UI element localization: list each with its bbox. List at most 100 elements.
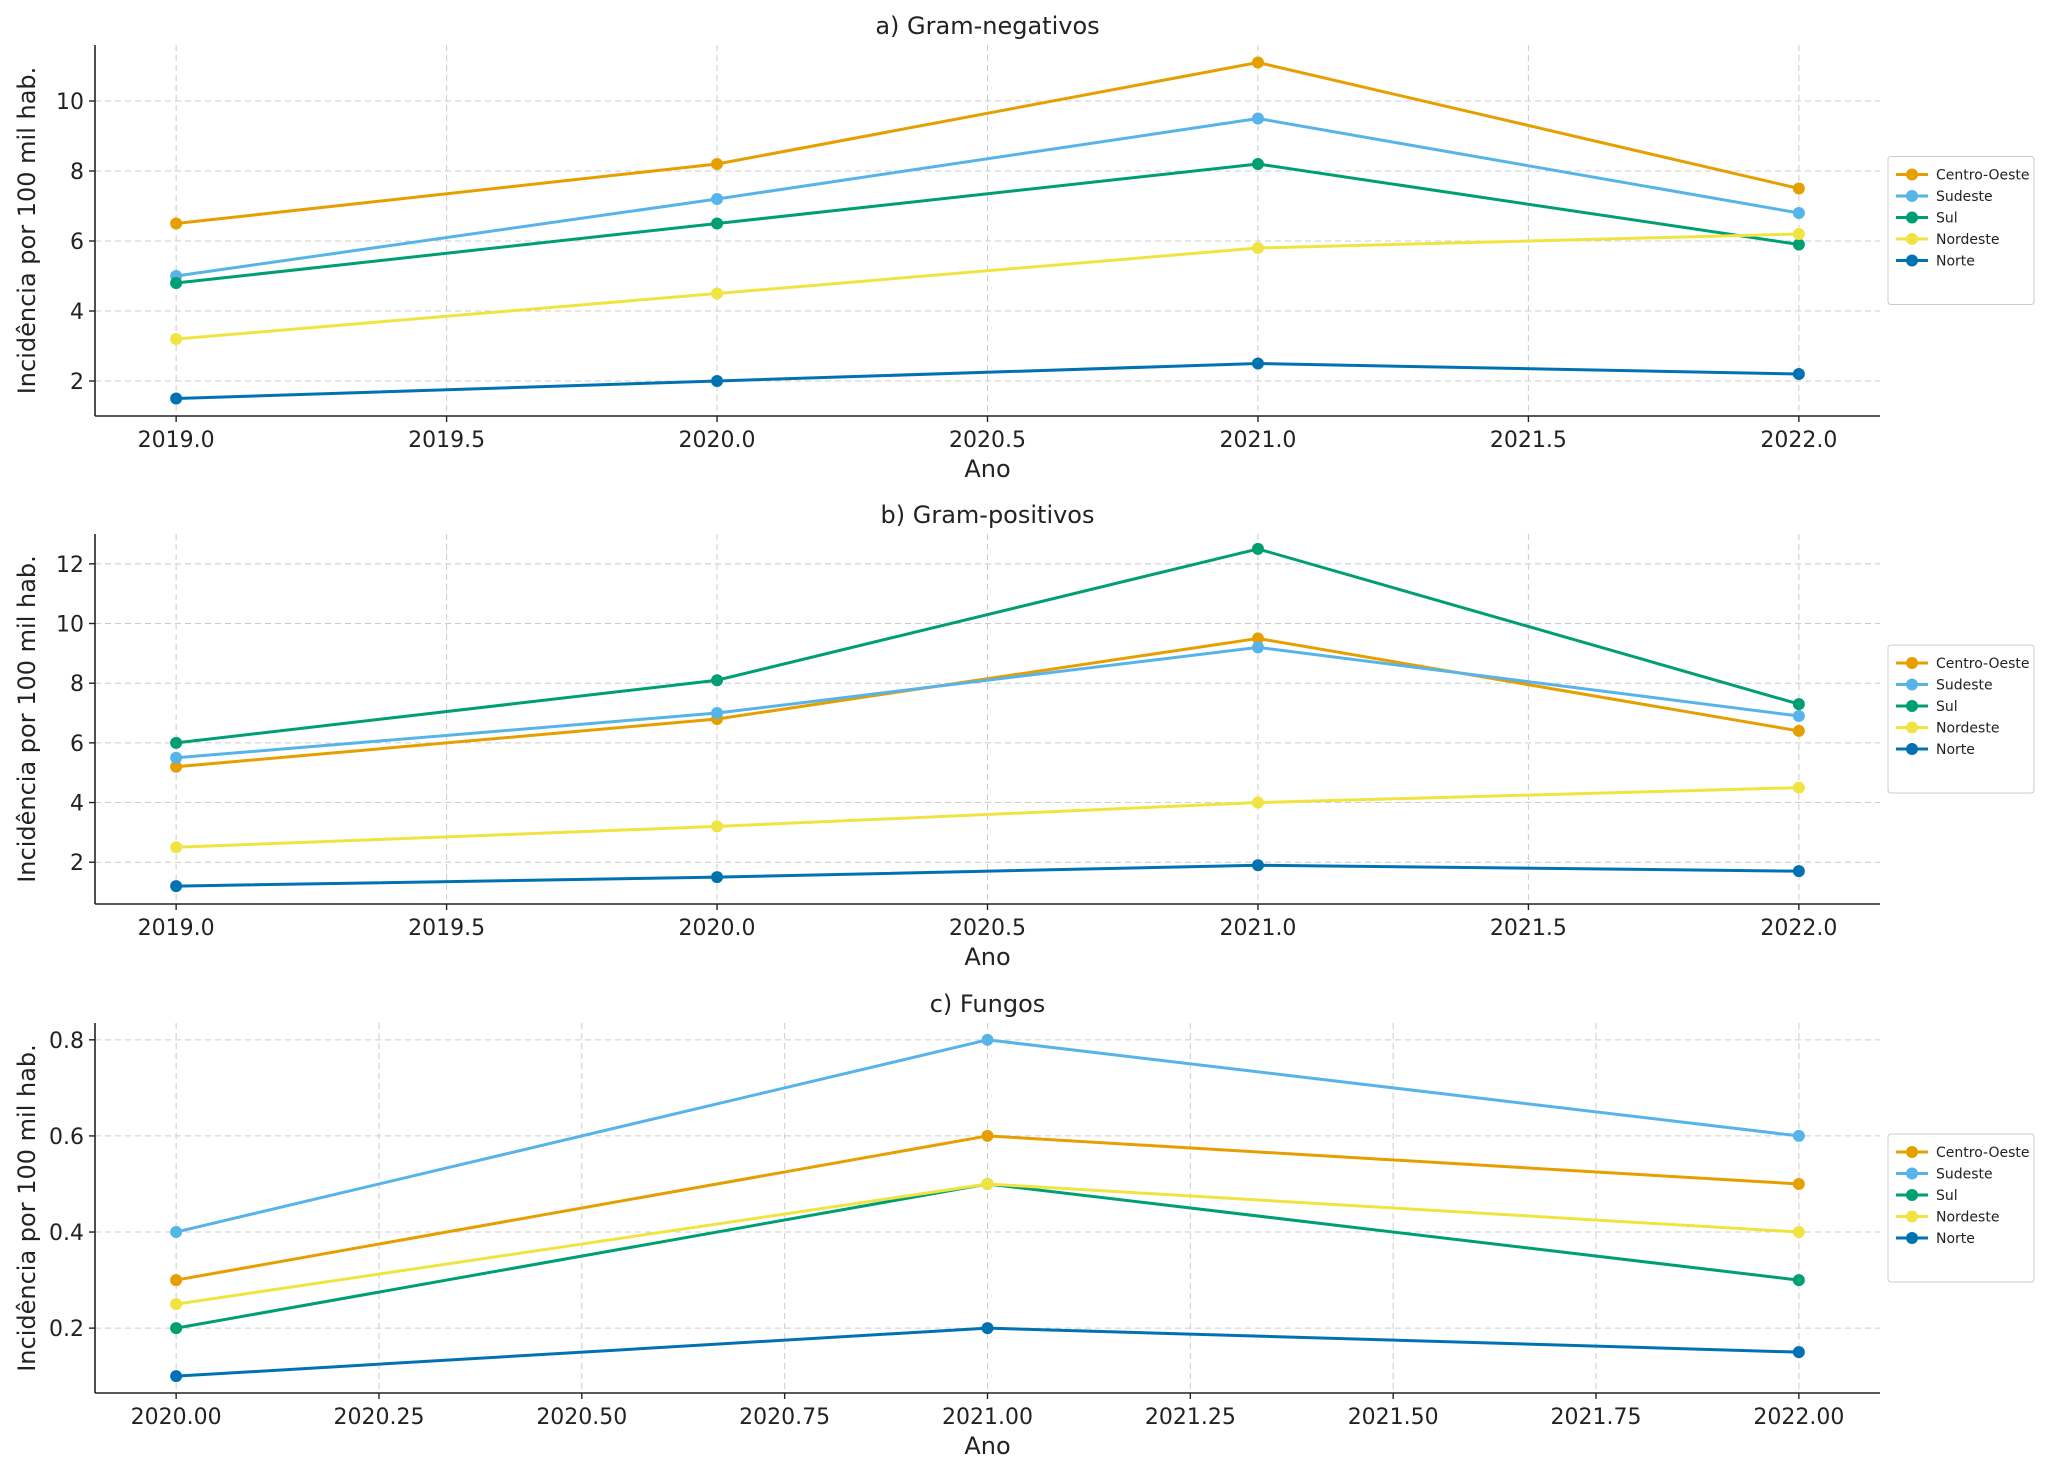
chart-panel-2: 2019.0 2019.5 2020.0 2020.5 2021.0 2021.5 2022… [13,501,2035,971]
data-point [170,751,183,764]
y-tick-label: 2 [70,370,84,395]
data-point [1251,796,1264,809]
legend-label: Nordeste [1936,721,1999,737]
data-point [170,841,183,854]
data-point [1251,56,1264,69]
x-axis-label: Ano [964,943,1010,971]
series-line [174,232,1801,341]
legend-label: Sul [1936,211,1958,227]
legend-marker [1906,168,1918,181]
series-line [174,362,1801,400]
data-point [1251,158,1264,170]
x-tick-label: 2021.5 [1490,916,1567,941]
data-point [981,1129,994,1142]
data-point [1792,698,1805,711]
x-tick-label: 2019.5 [408,428,485,453]
x-tick-label: 2019.0 [138,916,215,941]
data-point [711,871,724,884]
data-point [1251,542,1264,555]
data-point [1251,242,1264,254]
x-axis-label: Ano [964,1432,1010,1460]
data-point [170,760,183,773]
x-tick-label: 2020.5 [949,916,1026,941]
y-axis-label: Incidência por 100 mil hab. [13,555,41,883]
legend-marker [1906,1232,1918,1244]
data-point [170,1370,183,1383]
y-tick-label: 12 [56,553,84,578]
x-tick-label: 2020.0 [679,428,756,453]
data-point [711,158,724,170]
legend-label: Norte [1936,254,1975,270]
data-point [170,1226,183,1239]
legend-label: Norte [1936,1231,1975,1247]
data-point [170,736,183,749]
data-point [711,674,724,687]
data-point [1251,859,1264,872]
legend-label: Centro-Oeste [1936,656,2030,672]
series-line [174,786,1801,849]
data-point [1251,357,1264,370]
data-point [170,1298,183,1311]
legend-box [1887,644,2035,794]
y-tick-label: 0.4 [49,1221,84,1246]
data-point [981,1322,994,1335]
legend-marker [1906,657,1918,669]
data-point [981,1177,994,1190]
x-tick-label: 2019.5 [408,916,485,941]
y-tick-label: 0.8 [49,1029,84,1054]
x-tick-label: 2022.0 [1760,916,1837,941]
legend-marker [1906,743,1918,755]
data-point [1792,781,1805,794]
legend-marker [1906,1210,1918,1223]
legend-marker [1906,1146,1918,1158]
x-tick-label: 2022.0 [1760,428,1837,453]
x-tick-label: 2021.5 [1490,428,1567,453]
y-tick-label: 10 [56,613,84,638]
legend-label: Sudeste [1936,1167,1993,1183]
y-tick-label: 10 [56,90,84,115]
y-tick-label: 8 [70,160,84,185]
legend-label: Nordeste [1936,232,1999,248]
data-point [1792,228,1805,240]
series-line [174,117,1801,278]
x-tick-label: 2020.75 [739,1405,830,1430]
data-point [1792,238,1805,251]
x-axis-label: Ano [964,455,1010,483]
chart-title: a) Gram-negativos [875,12,1099,40]
y-axis-label: Incidência por 100 mil hab. [13,1044,41,1372]
legend-label: Centro-Oeste [1936,1145,2030,1161]
legend-box [1887,156,2035,305]
legend-label: Sul [1936,699,1958,715]
legend-marker [1906,254,1918,267]
x-tick-label: 2019.0 [138,428,215,453]
series-line [174,645,1801,760]
data-point [1792,710,1805,723]
data-point [170,277,183,289]
x-tick-label: 2021.75 [1551,1405,1642,1430]
x-tick-label: 2020.00 [131,1405,222,1430]
series-line [174,547,1801,745]
data-point [1792,182,1805,195]
y-tick-label: 4 [70,792,84,817]
series-line [174,61,1801,225]
data-point [1792,1274,1805,1287]
data-point [170,1322,183,1335]
legend-marker [1906,1189,1918,1201]
data-point [1792,368,1805,380]
data-point [1792,865,1805,878]
legend-label: Sudeste [1936,189,1993,205]
data-point [1792,1346,1805,1359]
legend-marker [1906,233,1918,245]
data-point [981,1033,994,1046]
x-tick-label: 2021.50 [1348,1405,1439,1430]
x-tick-label: 2021.0 [1219,916,1296,941]
legend-marker [1906,678,1918,691]
y-tick-label: 8 [70,672,84,697]
series-line [174,863,1801,888]
legend-label: Norte [1936,742,1975,758]
x-tick-label: 2020.0 [679,916,756,941]
chart-title: b) Gram-positivos [881,501,1095,529]
legend-box [1887,1133,2035,1283]
y-axis-label: Incidência por 100 mil hab. [13,67,41,395]
data-point [1792,1129,1805,1142]
